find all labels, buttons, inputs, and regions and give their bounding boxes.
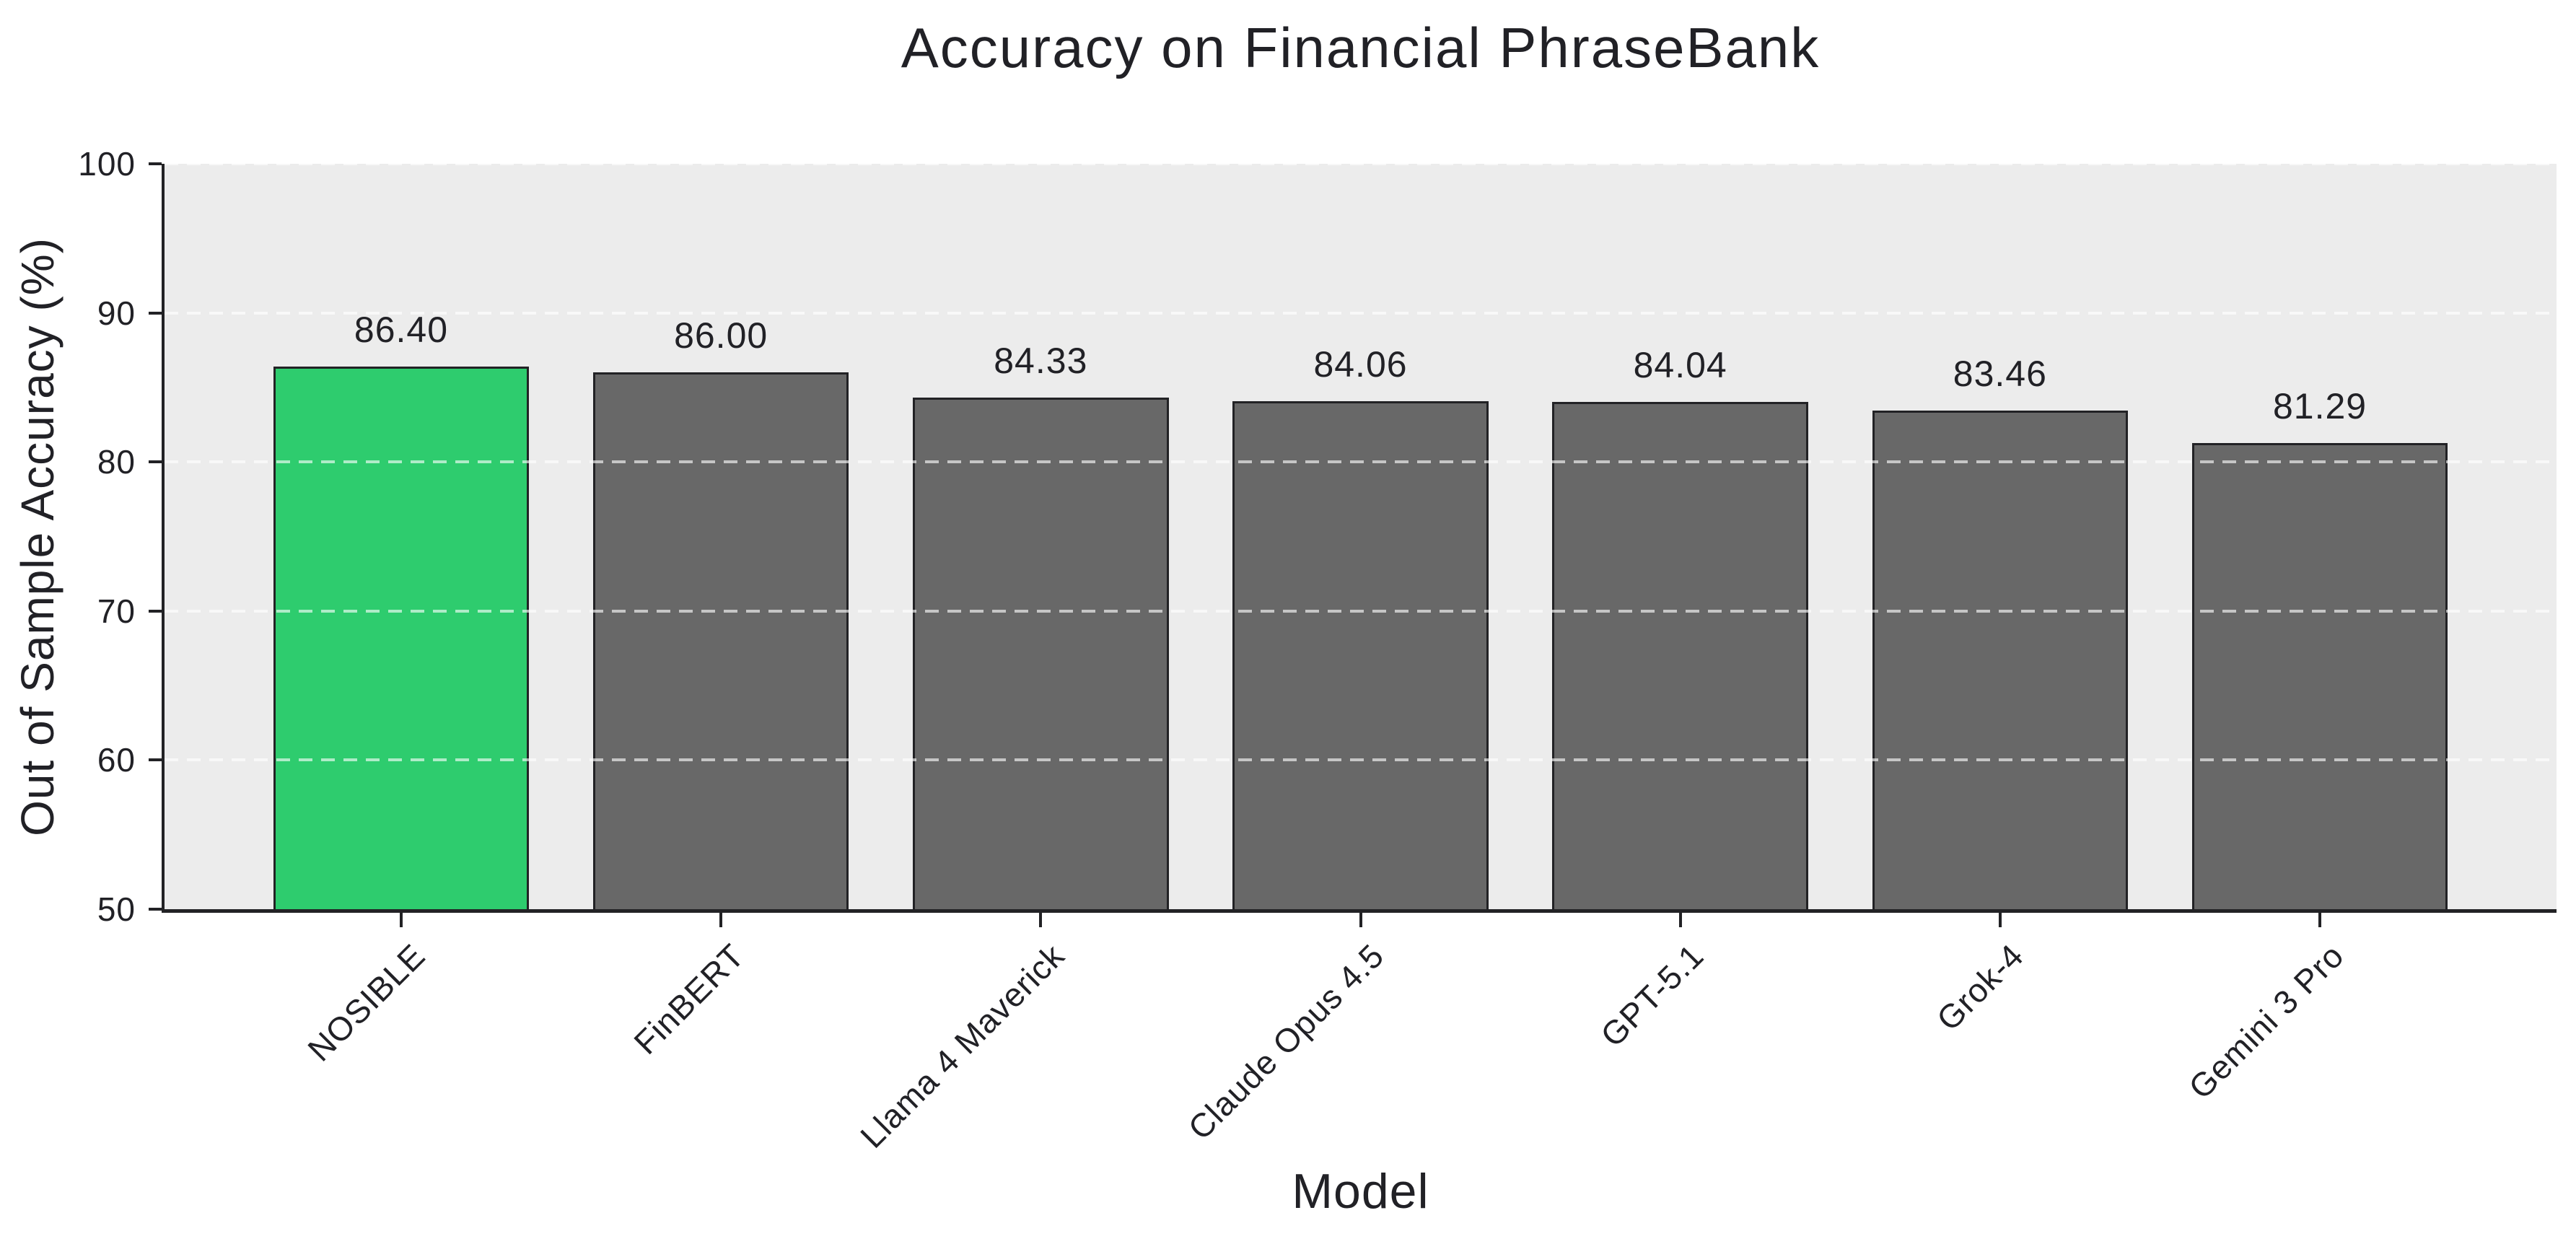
x-tick-mark	[1678, 913, 1682, 927]
x-tick-label: GPT-5.1	[1593, 936, 1712, 1054]
x-tick-label: Grok-4	[1929, 936, 2031, 1038]
y-tick-mark	[149, 609, 162, 613]
y-tick-mark	[149, 460, 162, 464]
y-tick-label: 70	[97, 592, 136, 630]
bar-value-label: 84.04	[1633, 344, 1727, 385]
x-tick-mark	[399, 913, 403, 927]
y-axis-title: Out of Sample Accuracy (%)	[7, 164, 68, 909]
x-tick-mark	[719, 913, 723, 927]
bar-value-label: 84.33	[994, 340, 1088, 381]
x-tick-label: Claude Opus 4.5	[1180, 936, 1392, 1147]
y-tick-label: 100	[78, 145, 136, 183]
bar	[1872, 410, 2129, 909]
bar-value-label: 86.40	[354, 309, 449, 350]
y-tick-mark	[149, 758, 162, 762]
y-tick-label: 90	[97, 294, 136, 332]
x-tick-label: Gemini 3 Pro	[2181, 936, 2351, 1106]
gridline	[165, 162, 2557, 165]
y-tick-label: 60	[97, 741, 136, 779]
x-tick-label: NOSIBLE	[299, 936, 432, 1069]
x-tick-mark	[1998, 913, 2002, 927]
y-tick-mark	[149, 908, 162, 911]
plot-area: 50 60 70 80 90 100 86.40 NOSIBLE 86.00 FinBERT 84.…	[78, 145, 2557, 1155]
y-tick-label: 80	[97, 443, 136, 481]
x-tick-mark	[2318, 913, 2322, 927]
x-tick-label: FinBERT	[626, 936, 752, 1061]
bar-value-label: 83.46	[1953, 353, 2047, 394]
x-tick-label: Llama 4 Maverick	[853, 936, 1072, 1155]
x-tick-mark	[1039, 913, 1043, 927]
bar-value-label: 86.00	[674, 315, 768, 356]
bar	[1232, 401, 1489, 909]
bar-value-label: 84.06	[1313, 344, 1408, 385]
bar	[273, 366, 530, 909]
y-tick-mark	[149, 311, 162, 315]
bar	[592, 372, 849, 909]
chart-title: Accuracy on Financial PhraseBank	[901, 16, 1821, 79]
x-axis-title: Model	[1292, 1164, 1429, 1219]
y-tick-mark	[149, 162, 162, 165]
bar	[2191, 442, 2448, 909]
x-tick-mark	[1359, 913, 1362, 927]
bar	[913, 397, 1169, 909]
bar-value-label: 81.29	[2272, 385, 2367, 426]
bar	[1552, 401, 1808, 909]
y-tick-label: 50	[97, 890, 136, 928]
